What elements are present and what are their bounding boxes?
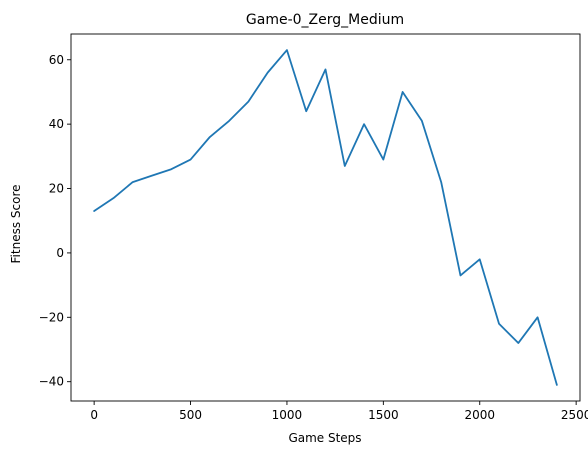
y-tick-label: −20 <box>39 310 64 324</box>
chart-title: Game-0_Zerg_Medium <box>246 12 404 28</box>
x-tick-label: 0 <box>90 408 98 422</box>
x-tick-label: 500 <box>179 408 202 422</box>
plot-frame <box>70 33 581 402</box>
y-tick-label: 20 <box>49 182 64 196</box>
x-tick-label: 2000 <box>464 408 495 422</box>
x-tick-label: 1500 <box>368 408 399 422</box>
y-tick-label: 0 <box>56 246 64 260</box>
y-tick-label: 40 <box>49 117 64 131</box>
series-line <box>93 49 558 386</box>
x-tick-label: 1000 <box>272 408 303 422</box>
y-tick-label: −40 <box>39 375 64 389</box>
x-axis-label: Game Steps <box>288 431 361 445</box>
x-tick-label: 2500 <box>561 408 588 422</box>
y-axis-label: Fitness Score <box>9 185 23 264</box>
plot-area <box>70 33 581 402</box>
y-tick-label: 60 <box>49 53 64 67</box>
x-axis-ticks: 0 500 1000 1500 2000 2500 <box>90 401 588 422</box>
y-axis-ticks: −40 −20 0 20 40 60 <box>39 53 71 389</box>
